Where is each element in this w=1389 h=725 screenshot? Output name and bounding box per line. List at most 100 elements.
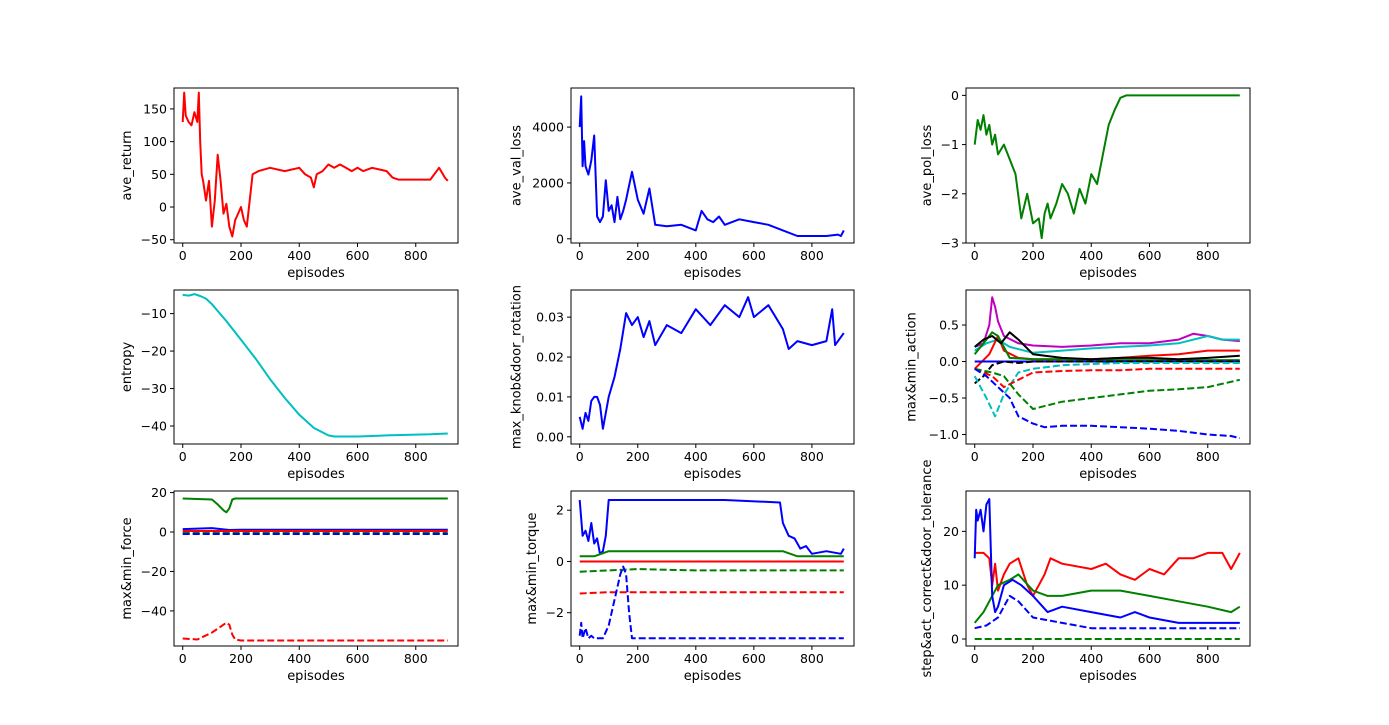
x-tick-label: 400 xyxy=(684,248,708,263)
series-line-3 xyxy=(973,498,1240,624)
x-tick-label: 0 xyxy=(179,449,187,464)
series-line-1 xyxy=(181,91,449,238)
x-tick-label: 800 xyxy=(404,449,428,464)
x-axis-label: episodes xyxy=(684,669,742,684)
x-tick-label: 600 xyxy=(742,449,766,464)
y-axis-label: ave_return xyxy=(120,131,135,201)
plot-area xyxy=(578,499,845,640)
plot-area xyxy=(973,498,1241,640)
x-tick-label: 200 xyxy=(229,651,253,666)
y-tick-label: 2 xyxy=(556,503,564,518)
series-line-1 xyxy=(182,497,448,514)
x-tick-label: 400 xyxy=(684,449,708,464)
x-tick-label: 200 xyxy=(626,651,650,666)
series-line-2 xyxy=(973,573,1241,624)
x-tick-label: 0 xyxy=(576,248,584,263)
y-tick-label: 0.5 xyxy=(939,318,959,333)
series-line-11-dashed xyxy=(974,367,1241,440)
axes-frame xyxy=(173,289,459,445)
x-tick-label: 400 xyxy=(1079,651,1103,666)
series-line-4-dashed xyxy=(974,594,1240,630)
subplot-9: 0 200 400 600 800 0 10 20 episodes step&act_corre… xyxy=(920,460,1251,684)
x-tick-label: 0 xyxy=(179,248,187,263)
subplot-4: 0 200 400 600 800 −40 −30 −20 −10 episodes entropy xyxy=(120,289,459,482)
y-tick-label: 0 xyxy=(951,632,959,647)
x-tick-label: 600 xyxy=(346,248,370,263)
y-tick-label: 2000 xyxy=(532,175,564,190)
y-axis-label: entropy xyxy=(120,342,135,393)
series-line-1 xyxy=(578,499,845,555)
y-tick-label: 100 xyxy=(143,134,167,149)
series-line-6-dashed xyxy=(578,565,844,640)
axes-frame xyxy=(570,289,855,445)
plot-area xyxy=(181,91,449,238)
axes-frame xyxy=(965,289,1251,445)
y-tick-label: −30 xyxy=(141,381,167,396)
axes-frame xyxy=(173,87,459,244)
series-line-1 xyxy=(578,296,845,430)
x-tick-label: 400 xyxy=(684,651,708,666)
subplot-2: 0 200 400 600 800 0 2000 4000 episodes ave_val_lo… xyxy=(510,87,855,281)
x-tick-label: 600 xyxy=(346,651,370,666)
y-tick-label: 50 xyxy=(151,167,167,182)
x-tick-label: 400 xyxy=(1079,248,1103,263)
x-tick-label: 200 xyxy=(229,449,253,464)
y-axis-label: ave_pol_loss xyxy=(920,124,935,206)
series-line-9-dashed xyxy=(974,367,1240,389)
series-line-1 xyxy=(578,95,845,237)
subplot-8: 0 200 400 600 800 −2 0 2 episodes max&min_torque xyxy=(525,490,855,684)
series-line-7-dashed xyxy=(974,360,1240,385)
series-line-1 xyxy=(182,293,448,438)
axes-frame xyxy=(965,87,1251,244)
x-tick-label: 600 xyxy=(346,449,370,464)
y-tick-label: 150 xyxy=(143,101,167,116)
x-tick-label: 800 xyxy=(1196,651,1220,666)
y-tick-label: 0 xyxy=(951,88,959,103)
x-tick-label: 0 xyxy=(576,651,584,666)
y-tick-label: 0.02 xyxy=(536,350,564,365)
x-tick-label: 200 xyxy=(626,449,650,464)
x-tick-label: 800 xyxy=(404,651,428,666)
y-tick-label: −1.0 xyxy=(929,427,959,442)
x-tick-label: 800 xyxy=(800,449,824,464)
y-axis-label: step&act_correct&door_tolerance xyxy=(920,460,935,678)
series-line-4 xyxy=(973,331,1240,362)
y-tick-label: −40 xyxy=(141,419,167,434)
series-line-8-dashed xyxy=(973,362,1240,418)
plot-area xyxy=(973,94,1240,240)
x-tick-label: 200 xyxy=(626,248,650,263)
series-line-10-dashed xyxy=(974,367,1241,410)
y-tick-label: 0.03 xyxy=(536,310,564,325)
y-tick-label: −2 xyxy=(941,186,959,201)
axes-frame xyxy=(173,490,459,647)
y-tick-label: 0 xyxy=(556,231,564,246)
x-tick-label: 800 xyxy=(800,651,824,666)
series-line-1 xyxy=(974,296,1240,348)
x-tick-label: 400 xyxy=(287,449,311,464)
y-tick-label: 0.01 xyxy=(536,389,564,404)
x-tick-label: 600 xyxy=(1138,449,1162,464)
y-tick-label: −50 xyxy=(141,232,167,247)
y-tick-label: −0.5 xyxy=(929,391,959,406)
y-tick-label: 0 xyxy=(159,200,167,215)
series-line-1 xyxy=(973,94,1240,240)
plot-area xyxy=(182,497,448,642)
subplot-6: 0 200 400 600 800 −1.0 −0.5 0.0 0.5 episodes max&m… xyxy=(905,289,1251,482)
y-axis-label: ave_val_loss xyxy=(510,125,525,206)
y-tick-label: −1 xyxy=(941,137,959,152)
plot-area xyxy=(973,296,1241,440)
x-tick-label: 200 xyxy=(1021,651,1045,666)
y-tick-label: 0 xyxy=(556,554,564,569)
plot-area xyxy=(182,293,448,438)
y-tick-label: 20 xyxy=(943,524,959,539)
subplot-5: 0 200 400 600 800 0.00 0.01 0.02 0.03 episodes max… xyxy=(510,285,855,482)
x-tick-label: 400 xyxy=(287,651,311,666)
x-tick-label: 600 xyxy=(742,651,766,666)
plot-area xyxy=(578,296,845,430)
axes-frame xyxy=(965,490,1251,647)
series-line-2 xyxy=(579,550,844,558)
x-tick-label: 600 xyxy=(1138,248,1162,263)
subplot-7: 0 200 400 600 800 −40 −20 0 20 episodes max&min_fo… xyxy=(120,485,459,684)
x-tick-label: 800 xyxy=(1196,449,1220,464)
